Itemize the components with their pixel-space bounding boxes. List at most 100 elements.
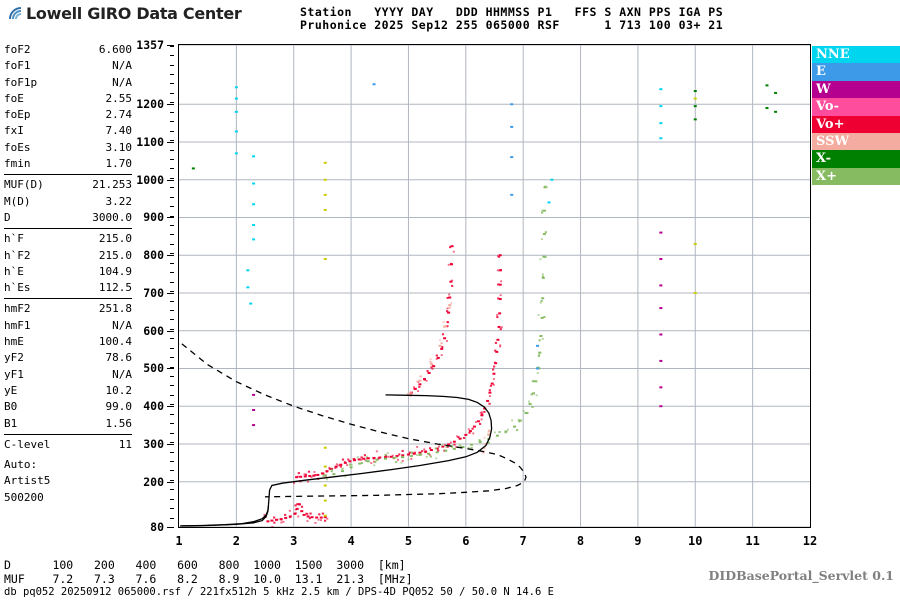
param-value: 6.600 (98, 43, 132, 56)
data-point (693, 97, 697, 100)
param-value: N/A (112, 367, 132, 381)
y-axis-minor-tick (170, 517, 174, 519)
data-point (252, 393, 256, 396)
y-axis-minor-tick (170, 225, 174, 227)
data-point (491, 368, 495, 371)
data-point (284, 513, 287, 516)
data-point (401, 454, 405, 457)
data-point (448, 304, 452, 307)
ionogram-plot[interactable] (178, 44, 811, 528)
distance-row: D 100 200 400 600 800 1000 1500 3000 [km… (4, 558, 406, 572)
x-axis-tick-label: 1 (175, 534, 183, 548)
param-key: fmin (4, 157, 31, 171)
ionogram-svg (179, 45, 810, 527)
data-point (441, 445, 445, 448)
data-point (481, 413, 484, 416)
data-point (496, 314, 499, 316)
param-value: 215.0 (98, 248, 132, 262)
y-axis-minor-tick (170, 281, 174, 283)
y-axis-tick-label: 900 (143, 210, 164, 225)
data-point (522, 410, 525, 412)
data-point (487, 441, 490, 444)
data-point (409, 391, 413, 394)
param-key: h`F2 (4, 248, 31, 262)
y-axis-minor-tick (170, 253, 174, 255)
data-point (544, 255, 547, 258)
data-point (395, 455, 399, 458)
y-axis-minor-tick (170, 121, 174, 123)
legend-item-e[interactable]: E (812, 63, 900, 81)
data-point (450, 262, 453, 265)
y-axis-tick-label: 1200 (136, 97, 164, 112)
data-point (439, 339, 442, 342)
legend-item-vo[interactable]: Vo+ (812, 115, 900, 133)
data-point (332, 473, 336, 476)
legend-item-x[interactable]: X- (812, 150, 900, 168)
legend-item-x[interactable]: X+ (812, 167, 900, 186)
data-point (447, 443, 451, 446)
brand-title: Lowell GIRO Data Center (26, 4, 242, 23)
param-group-clevel: C-level 11 (4, 437, 132, 453)
data-point (340, 470, 344, 473)
y-axis-minor-tick (170, 111, 174, 113)
data-point (427, 452, 431, 455)
y-axis-tick-label: 800 (143, 248, 164, 263)
data-point (352, 458, 355, 460)
data-point (497, 283, 500, 286)
data-point (448, 246, 452, 249)
data-point (446, 307, 449, 310)
data-point (448, 306, 451, 309)
data-point (314, 474, 317, 477)
data-point (360, 456, 363, 459)
data-point (492, 372, 496, 375)
data-point (249, 302, 253, 305)
param-row: foF1p N/A (4, 75, 132, 91)
data-point (306, 480, 309, 483)
y-axis-minor-tick (170, 413, 174, 415)
data-point (434, 447, 437, 450)
data-point (539, 301, 542, 304)
x-axis: 1 2 3 4 5 6 7 8 9 10 11 12 (175, 534, 817, 550)
data-point (659, 88, 663, 91)
y-axis-minor-tick (170, 508, 174, 510)
legend-item-nne[interactable]: NNE (812, 46, 900, 64)
data-point (498, 312, 502, 315)
data-point (252, 408, 256, 411)
data-point (467, 446, 470, 449)
data-point (527, 400, 530, 403)
autoscaler-info: Auto: Artist5 500200 (4, 457, 132, 506)
data-point (659, 386, 663, 389)
legend-item-w[interactable]: W (812, 80, 900, 99)
data-point (476, 420, 480, 423)
data-point (348, 460, 352, 463)
data-point (537, 314, 540, 316)
y-axis-tick (167, 330, 174, 332)
data-point (252, 155, 256, 158)
data-point (765, 84, 769, 87)
data-point (304, 473, 308, 476)
data-point (510, 125, 514, 128)
y-axis-minor-tick (170, 366, 174, 368)
data-point (409, 455, 413, 458)
data-point (416, 445, 419, 448)
data-point (544, 231, 547, 234)
data-point (400, 455, 404, 458)
param-value: 11 (118, 437, 132, 451)
y-axis-minor-tick (170, 149, 174, 151)
y-axis-minor-tick (170, 102, 174, 104)
legend-item-ssw[interactable]: SSW (812, 132, 900, 151)
data-point (441, 345, 444, 348)
data-point (474, 421, 477, 423)
data-point (450, 444, 453, 447)
data-point (234, 86, 238, 89)
data-point (339, 463, 343, 466)
data-point (295, 507, 299, 510)
data-point (479, 411, 482, 414)
data-point (341, 467, 344, 470)
data-point (412, 386, 415, 389)
data-point (547, 201, 551, 204)
legend-item-vo[interactable]: Vo- (812, 98, 900, 116)
data-point (271, 526, 274, 527)
data-point (323, 208, 327, 211)
data-point (323, 258, 327, 261)
